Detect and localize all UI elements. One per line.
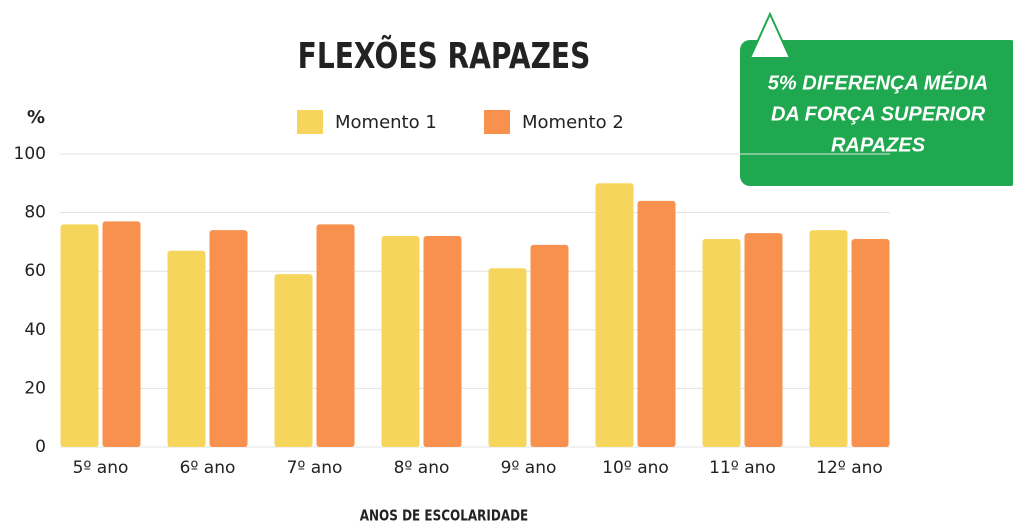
x-axis-label: ANOS DE ESCOLARIDADE <box>360 507 529 525</box>
bar <box>167 250 206 447</box>
bar <box>209 230 248 447</box>
bar <box>423 236 462 447</box>
y-axis-label: % <box>27 107 45 128</box>
legend-swatch <box>484 110 510 134</box>
legend-label: Momento 2 <box>522 112 624 133</box>
x-tick-label: 10º ano <box>602 458 669 478</box>
x-tick-label: 9º ano <box>501 458 557 478</box>
y-tick-label: 20 <box>24 378 46 398</box>
bar <box>381 236 420 447</box>
annotation: 5% DIFERENÇA MÉDIA DA FORÇA SUPERIOR RAP… <box>740 11 1013 186</box>
annotation-arrow <box>748 11 792 59</box>
x-tick-label: 8º ano <box>394 458 450 478</box>
x-tick-label: 12º ano <box>816 458 883 478</box>
bar <box>595 183 634 448</box>
annotation-line: 5% DIFERENÇA MÉDIA <box>768 71 988 94</box>
x-tick-label: 5º ano <box>73 458 129 478</box>
bar <box>637 200 676 447</box>
bar <box>851 238 890 447</box>
annotation-box <box>740 40 1013 186</box>
bar <box>530 244 569 447</box>
bar <box>60 224 99 447</box>
x-tick-label: 11º ano <box>709 458 776 478</box>
x-tick-label: 6º ano <box>180 458 236 478</box>
x-tick-label: 7º ano <box>287 458 343 478</box>
bar <box>102 221 141 447</box>
bar <box>809 230 848 447</box>
bar <box>702 238 741 447</box>
legend-swatch <box>297 110 323 134</box>
y-tick-label: 40 <box>24 320 46 340</box>
bar <box>274 274 313 447</box>
annotation-line: RAPAZES <box>831 134 926 156</box>
y-tick-label: 0 <box>35 437 46 457</box>
bar <box>316 224 355 447</box>
y-tick-label: 100 <box>14 144 46 164</box>
chart-title: FLEXÕES RAPAZES <box>298 33 591 76</box>
legend-label: Momento 1 <box>335 112 437 133</box>
y-tick-label: 60 <box>24 261 46 281</box>
bar <box>744 233 783 447</box>
y-tick-label: 80 <box>24 203 46 223</box>
annotation-line: DA FORÇA SUPERIOR <box>771 103 986 125</box>
bar <box>488 268 527 447</box>
